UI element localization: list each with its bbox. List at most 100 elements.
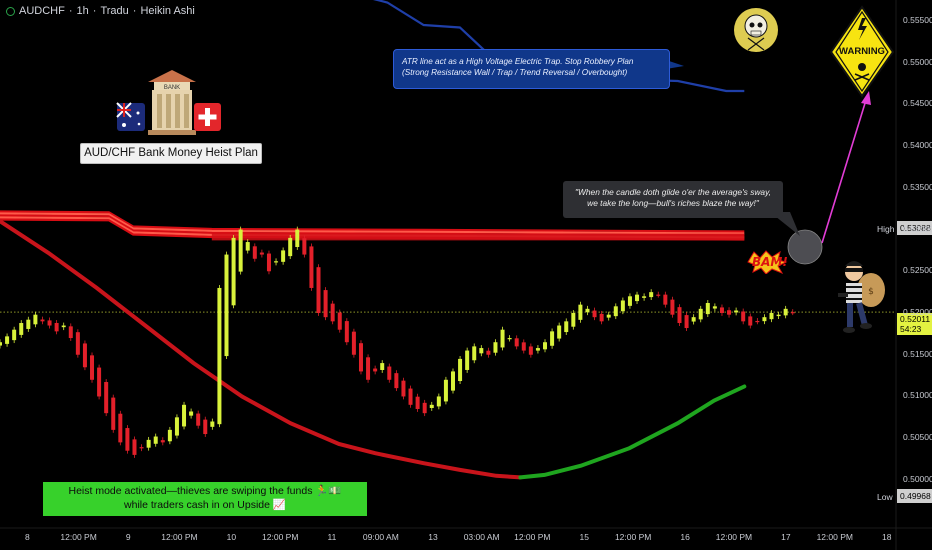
candle-body [12, 329, 17, 341]
ma-bear-segment [0, 219, 523, 480]
symbol-name[interactable]: AUDCHF [19, 5, 65, 17]
bank-sign: BANK [164, 85, 180, 91]
x-tick-label: 12:00 PM [816, 532, 853, 542]
y-tick-label: 0.51000 [903, 390, 932, 401]
candle-body [450, 371, 455, 391]
candle-body [68, 326, 73, 339]
candle-body [408, 388, 413, 405]
candle-body [550, 331, 555, 346]
candle-body [748, 316, 753, 326]
candle-body [521, 342, 526, 351]
candle-body [316, 267, 321, 314]
candle-body [330, 303, 335, 322]
candle-body [585, 308, 590, 313]
candle-body [323, 290, 328, 318]
thief-icon: $ [838, 261, 885, 333]
candle-body [677, 307, 682, 324]
y-tick-label: 0.54000 [903, 140, 932, 151]
candle-body [507, 338, 512, 340]
candle-body [436, 396, 441, 407]
candle-body [762, 317, 767, 322]
high-price-tag: 0.53088 [897, 221, 932, 235]
candle-body [656, 294, 661, 296]
switzerland-flag-icon [194, 103, 221, 131]
bam-text: BAM! [752, 255, 788, 269]
candle-body [160, 440, 165, 443]
x-tick-label: 12:00 PM [614, 532, 652, 542]
candle-body [635, 294, 640, 302]
candle-body [90, 355, 95, 380]
candle-body [344, 321, 349, 343]
y-tick-label: 0.52000 [903, 307, 932, 317]
chart-style[interactable]: Heikin Ashi [140, 5, 195, 17]
candle-body [493, 342, 498, 353]
candle-body [620, 300, 625, 312]
candle-body [309, 246, 314, 288]
candle-body [387, 366, 392, 380]
candle-body [514, 338, 519, 347]
candle-body [97, 367, 102, 397]
magenta-arrow [821, 91, 871, 244]
y-tick-label: 0.52500 [903, 265, 932, 276]
atr-note-line2: (Strong Resistance Wall / Trap / Trend R… [402, 68, 628, 77]
warning-label: WARNING [839, 46, 885, 57]
bank-icon [148, 70, 196, 135]
candle-body [415, 396, 420, 409]
candle-body [167, 429, 172, 442]
candle-body [40, 319, 45, 322]
x-tick-label: 12:00 PM [715, 532, 753, 542]
svg-text:$: $ [868, 287, 874, 297]
candle-body [571, 313, 576, 327]
candle-body [61, 325, 66, 328]
candle-body [132, 439, 137, 455]
candle-body [500, 329, 505, 348]
source: Tradu [100, 5, 129, 17]
candle-body [288, 237, 293, 257]
x-tick-label: 12:00 PM [161, 532, 198, 542]
heist-banner: Heist mode activated—thieves are swiping… [43, 482, 367, 516]
ma-bull-segment [518, 384, 747, 480]
candle-body [295, 229, 300, 247]
candle-body [26, 319, 31, 329]
warning-sign-icon [829, 5, 895, 98]
x-tick-label: 09:00 AM [362, 532, 399, 542]
candle-body [203, 419, 208, 435]
candle-body [734, 310, 739, 313]
interval[interactable]: 1h [76, 5, 89, 17]
candle-body [486, 350, 491, 355]
candle-body [443, 379, 448, 402]
y-tick-label: 0.54500 [903, 98, 932, 109]
candle-body [465, 350, 470, 370]
x-tick-label: 13 [428, 532, 438, 542]
low-price-tag: 0.49968 [897, 489, 932, 503]
candle-body [776, 314, 781, 317]
candle-body [380, 363, 385, 370]
candle-body [691, 317, 696, 322]
candle-body [104, 382, 109, 414]
candles [0, 226, 795, 458]
candle-body [769, 313, 774, 320]
candle-body [663, 294, 668, 305]
x-tick-label: 12:00 PM [514, 532, 551, 542]
candle-body [783, 308, 788, 316]
resistance-band-line [0, 210, 745, 233]
heist-line1: Heist mode activated—thieves are swiping… [68, 485, 342, 497]
y-tick-label: 0.53500 [903, 181, 932, 192]
current-price-value: 0.52011 [900, 314, 931, 324]
atr-note-line1: ATR line act as a High Voltage Electric … [402, 57, 634, 66]
candle-body [217, 287, 222, 425]
x-tick-label: 12:00 PM [60, 532, 97, 542]
skull-electric-icon [734, 8, 778, 52]
candle-body [238, 229, 243, 272]
y-tick-label: 0.55000 [903, 56, 932, 67]
symbol-header: AUDCHF · 1h · Tradu · Heikin Ashi [6, 5, 195, 17]
bam-burst-icon: BAM! [746, 250, 788, 275]
x-tick-label: 9 [125, 532, 131, 542]
high-label: High [877, 224, 895, 234]
candle-body [252, 246, 257, 259]
quote-pointer [770, 212, 800, 236]
candle-body [705, 302, 710, 315]
candle-body [627, 296, 632, 306]
quote-line2: we take the long—bull's riches blaze the… [587, 198, 759, 208]
